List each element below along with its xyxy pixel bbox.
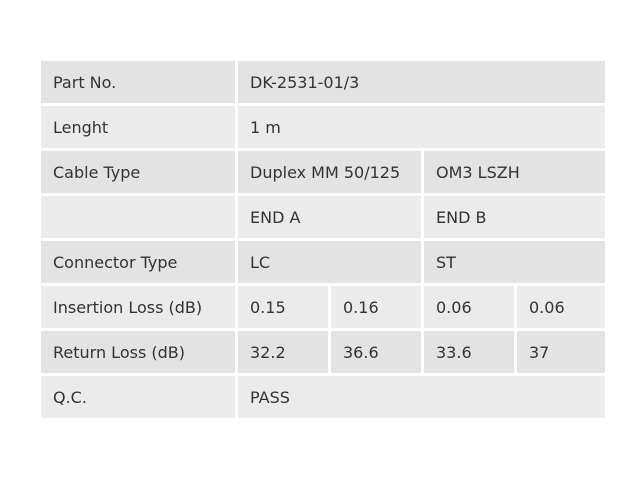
cell: OM3 LSZH — [424, 151, 606, 193]
row-label: Part No. — [41, 61, 235, 103]
cell: 0.15 — [238, 286, 328, 328]
table-row: Return Loss (dB) 32.2 36.6 33.6 37 — [41, 331, 606, 373]
cell: LC — [238, 241, 421, 283]
row-label: Insertion Loss (dB) — [41, 286, 235, 328]
cell: PASS — [238, 376, 606, 418]
cell: END B — [424, 196, 606, 238]
cell: 0.16 — [331, 286, 421, 328]
row-label — [41, 196, 235, 238]
spec-table-wrap: Part No. DK-2531-01/3 Lenght 1 m Cable T… — [38, 58, 606, 421]
cell: 36.6 — [331, 331, 421, 373]
cell: 37 — [517, 331, 606, 373]
cell: END A — [238, 196, 421, 238]
row-label: Q.C. — [41, 376, 235, 418]
cell: 0.06 — [424, 286, 514, 328]
cell: 1 m — [238, 106, 606, 148]
table-row: Q.C. PASS — [41, 376, 606, 418]
table-row: Connector Type LC ST — [41, 241, 606, 283]
table-row: END A END B — [41, 196, 606, 238]
row-label: Connector Type — [41, 241, 235, 283]
cell: DK-2531-01/3 — [238, 61, 606, 103]
row-label: Cable Type — [41, 151, 235, 193]
table-row: Lenght 1 m — [41, 106, 606, 148]
cell: ST — [424, 241, 606, 283]
spec-table: Part No. DK-2531-01/3 Lenght 1 m Cable T… — [38, 58, 608, 421]
cell: 0.06 — [517, 286, 606, 328]
cell: 32.2 — [238, 331, 328, 373]
table-row: Part No. DK-2531-01/3 — [41, 61, 606, 103]
cell: 33.6 — [424, 331, 514, 373]
table-row: Cable Type Duplex MM 50/125 OM3 LSZH — [41, 151, 606, 193]
row-label: Lenght — [41, 106, 235, 148]
cell: Duplex MM 50/125 — [238, 151, 421, 193]
table-row: Insertion Loss (dB) 0.15 0.16 0.06 0.06 — [41, 286, 606, 328]
row-label: Return Loss (dB) — [41, 331, 235, 373]
